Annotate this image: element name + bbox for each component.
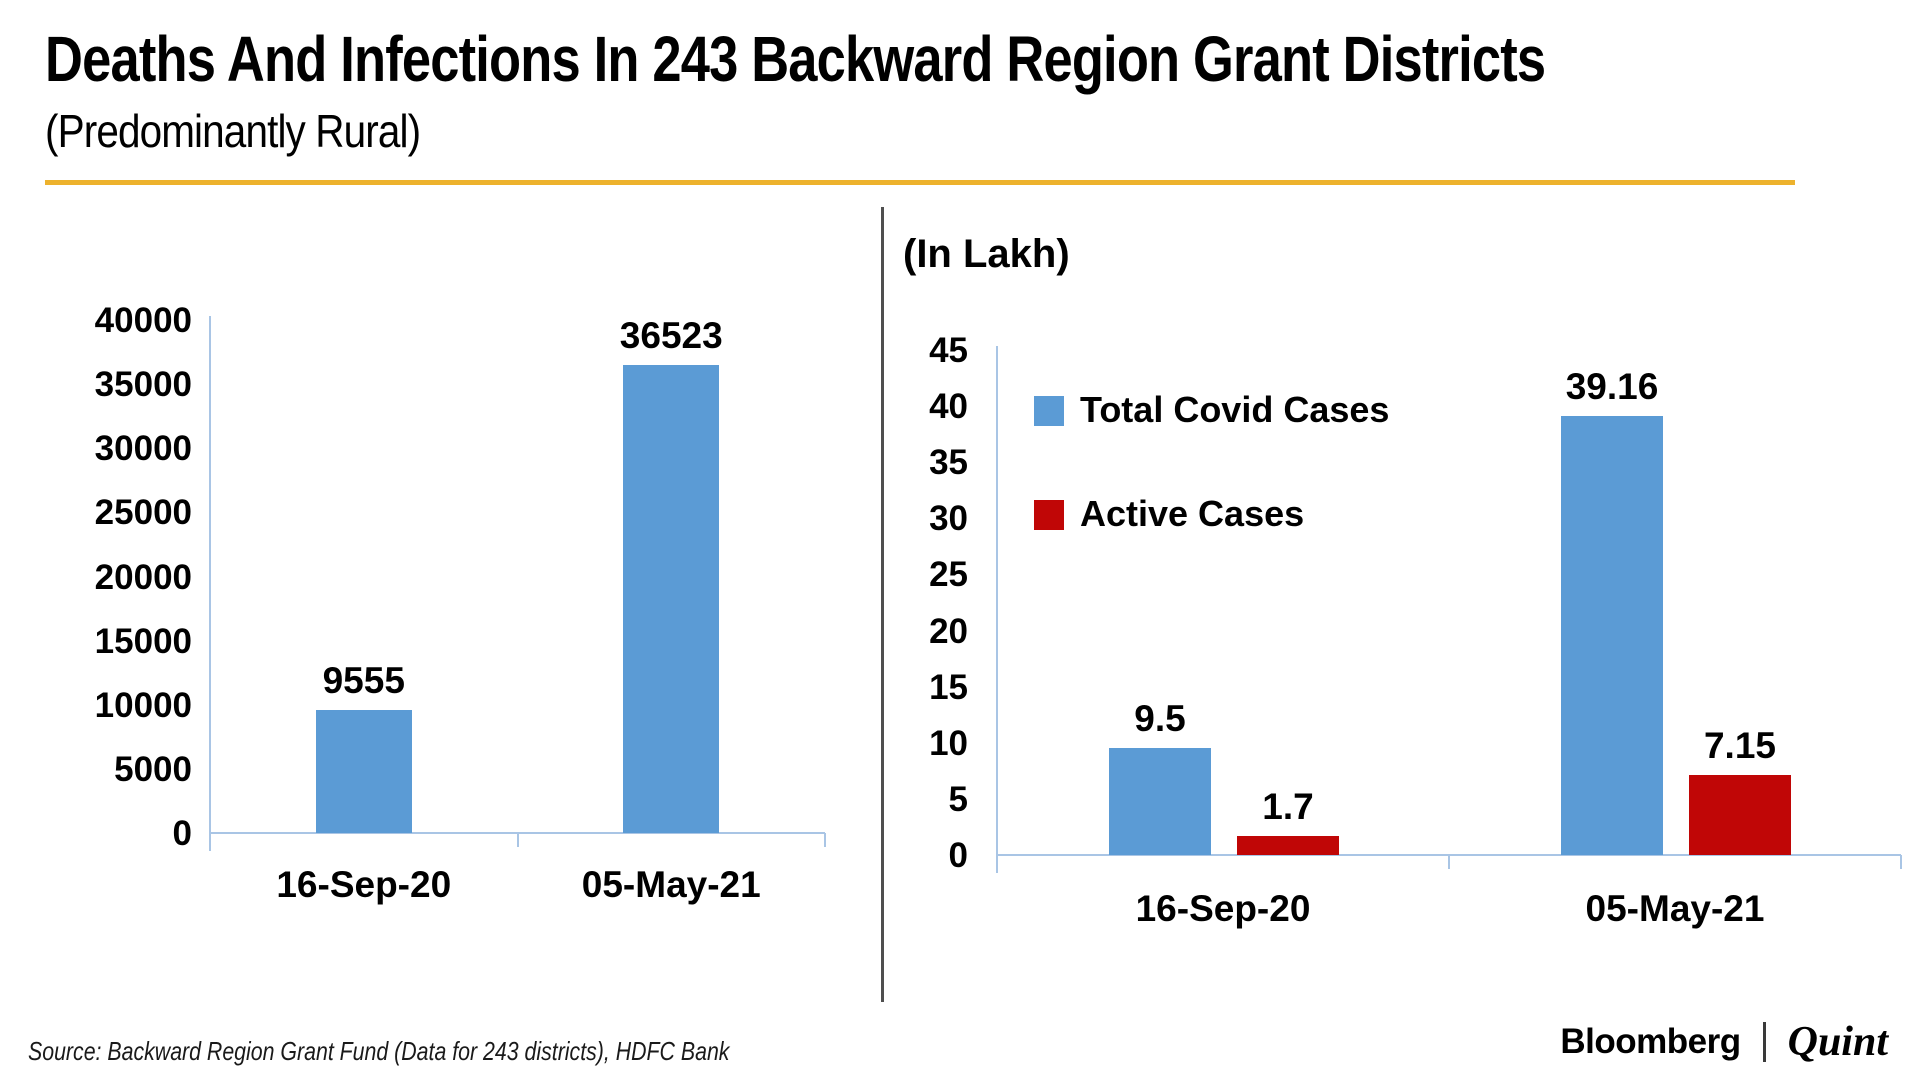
y-tick-label: 30000 xyxy=(94,429,192,469)
y-tick-label: 0 xyxy=(948,836,968,875)
panel-divider xyxy=(881,207,884,1002)
axis-tick-mark xyxy=(516,833,519,847)
y-tick-label: 30 xyxy=(929,499,968,539)
value-label: 7.15 xyxy=(1703,724,1776,766)
y-tick-label: 10000 xyxy=(94,685,192,725)
y-tick-label: 0 xyxy=(172,814,192,853)
y-tick-label: 20000 xyxy=(94,557,192,597)
category-label: 16-Sep-20 xyxy=(276,864,452,905)
bar xyxy=(1689,774,1791,855)
category-label: 05-May-21 xyxy=(1585,888,1765,929)
y-tick-label: 5000 xyxy=(114,749,192,789)
y-tick-label: 35000 xyxy=(94,365,192,405)
bar xyxy=(1561,415,1663,855)
y-tick-label: 45 xyxy=(929,331,968,370)
page-subtitle: (Predominantly Rural) xyxy=(45,105,421,157)
y-tick-label: 35 xyxy=(929,443,968,483)
quint-wordmark: Quint xyxy=(1787,1019,1888,1065)
y-tick-label: 25000 xyxy=(94,493,192,533)
y-axis-line xyxy=(996,346,998,873)
value-label: 39.16 xyxy=(1565,365,1659,407)
value-label: 9.5 xyxy=(1134,698,1186,740)
bar xyxy=(623,364,720,833)
chart-unit-title: (In Lakh) xyxy=(903,232,1070,276)
y-tick-label: 15000 xyxy=(94,621,192,661)
legend-swatch-red xyxy=(1034,500,1064,530)
value-label: 36523 xyxy=(619,314,723,356)
bar xyxy=(1237,835,1339,855)
bar xyxy=(1109,748,1211,855)
axis-tick-mark xyxy=(1448,855,1450,869)
bloomberg-wordmark: Bloomberg xyxy=(1560,1022,1741,1061)
y-tick-label: 15 xyxy=(929,667,968,707)
logo-separator xyxy=(1762,1022,1766,1062)
category-label: 16-Sep-20 xyxy=(1135,888,1311,929)
axis-tick-mark xyxy=(1900,855,1902,869)
source-note: Source: Backward Region Grant Fund (Data… xyxy=(28,1036,730,1066)
y-tick-label: 5 xyxy=(948,779,968,819)
category-label: 05-May-21 xyxy=(581,864,761,905)
page-title: Deaths And Infections In 243 Backward Re… xyxy=(45,23,1546,95)
y-tick-label: 20 xyxy=(929,611,968,651)
y-tick-label: 40000 xyxy=(94,301,192,340)
y-tick-label: 40 xyxy=(929,387,968,427)
value-label: 9555 xyxy=(322,660,405,702)
y-axis-line xyxy=(209,316,211,851)
legend-swatch-blue xyxy=(1034,396,1064,426)
accent-rule xyxy=(45,180,1795,185)
y-tick-label: 10 xyxy=(929,723,968,763)
axis-tick-mark xyxy=(824,833,826,847)
legend-label: Total Covid Cases xyxy=(1080,389,1390,430)
brand-logo: Bloomberg Quint xyxy=(1560,1018,1888,1066)
bar xyxy=(315,710,412,833)
legend-label: Active Cases xyxy=(1080,493,1305,534)
value-label: 1.7 xyxy=(1262,785,1314,827)
y-tick-label: 25 xyxy=(929,555,968,595)
